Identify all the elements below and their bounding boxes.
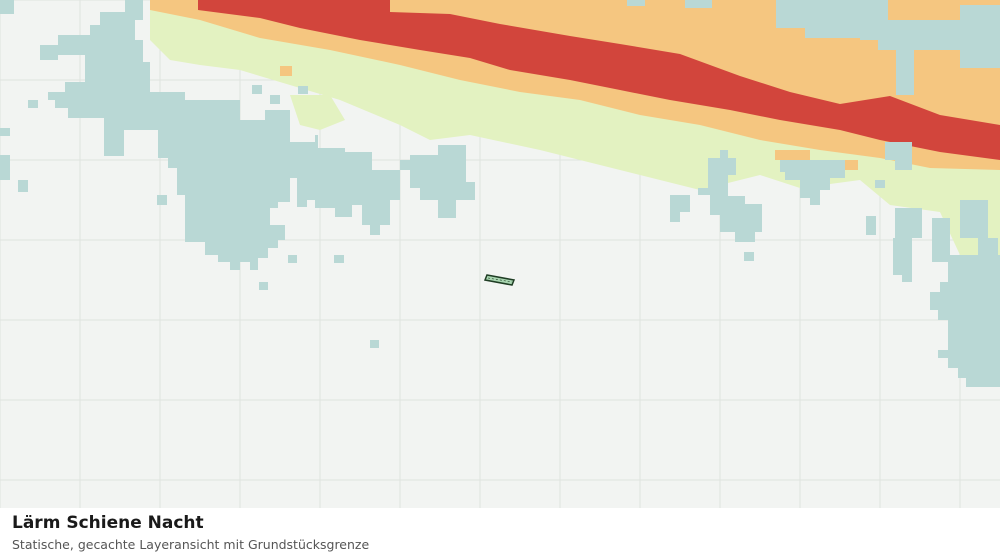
water-area — [893, 208, 922, 282]
parcel-boundary[interactable] — [483, 274, 516, 286]
water-area — [252, 85, 262, 94]
noise-map-canvas[interactable] — [0, 0, 1000, 508]
water-area — [627, 0, 645, 6]
water-area — [875, 180, 885, 188]
water-area — [28, 100, 38, 108]
noise-zone-medium-area — [775, 150, 810, 160]
water-area — [932, 218, 950, 262]
water-area — [370, 340, 379, 348]
water-area — [698, 150, 762, 242]
water-area — [780, 160, 845, 205]
water-area — [0, 128, 10, 136]
parcel-polygon[interactable] — [483, 274, 516, 286]
water-area — [325, 170, 336, 180]
water-area — [0, 0, 14, 14]
map-subtitle: Statische, gecachte Layeransicht mit Gru… — [12, 537, 370, 552]
water-area — [866, 216, 876, 235]
noise-zone-high-area — [198, 0, 1000, 160]
water-area — [744, 252, 754, 261]
noise-zone-low-area — [290, 95, 345, 130]
map-caption: Lärm Schiene Nacht Statische, gecachte L… — [0, 508, 1000, 560]
water-area — [670, 195, 690, 222]
noise-zone-high — [198, 0, 1000, 160]
water-area — [885, 142, 912, 170]
map-viewport[interactable] — [0, 0, 1000, 508]
water-area — [40, 45, 58, 60]
water-areas — [0, 0, 1000, 387]
water-area — [270, 95, 280, 104]
water-area — [298, 86, 308, 94]
water-area — [930, 200, 1000, 387]
map-title: Lärm Schiene Nacht — [12, 513, 204, 533]
water-area — [0, 155, 28, 192]
water-area — [400, 145, 475, 218]
noise-zone-medium-area — [150, 0, 1000, 170]
water-area — [288, 255, 297, 263]
water-area — [48, 12, 400, 270]
water-area — [685, 0, 712, 8]
noise-zone-medium-area — [280, 66, 292, 76]
water-area — [776, 0, 1000, 95]
water-area — [157, 195, 167, 205]
parcel-hatch — [487, 277, 513, 283]
water-area — [334, 255, 344, 263]
water-area — [259, 282, 268, 290]
